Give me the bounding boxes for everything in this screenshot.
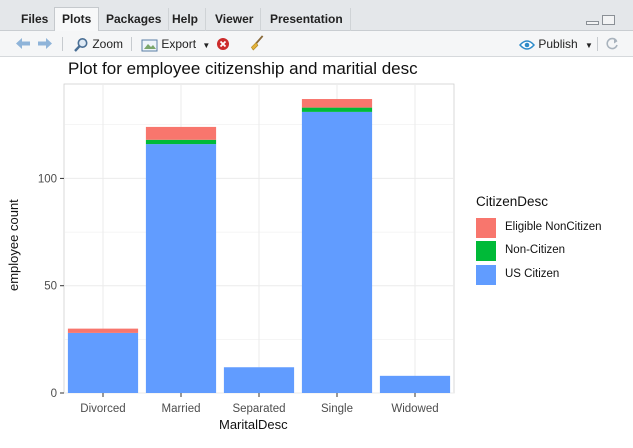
bar-us-citizen-single <box>301 111 373 394</box>
publish-label: Publish <box>538 37 578 51</box>
toolbar-divider <box>131 37 132 51</box>
x-tick-label: Single <box>321 403 353 415</box>
bar-us-citizen-widowed <box>379 375 451 393</box>
clear-all-broom-icon[interactable] <box>249 35 265 51</box>
bars <box>67 99 451 394</box>
bar-non-citizen-single <box>301 107 373 112</box>
tab-presentation[interactable]: Presentation <box>263 8 351 31</box>
x-tick-label: Widowed <box>391 403 438 415</box>
bar-eligible-noncitizen-married <box>145 126 217 140</box>
x-tick-label: Married <box>162 403 201 415</box>
legend-title: CitizenDesc <box>476 194 549 209</box>
zoom-magnifier-icon <box>74 37 88 52</box>
tab-viewer[interactable]: Viewer <box>208 8 262 31</box>
x-tick-label: Divorced <box>80 403 125 415</box>
legend-key-us-citizen <box>476 265 496 285</box>
tab-plots[interactable]: Plots <box>54 7 100 32</box>
zoom-label: Zoom <box>92 37 124 51</box>
tab-files[interactable]: Files <box>14 8 57 31</box>
bar-us-citizen-divorced <box>67 332 139 393</box>
y-tick-label: 100 <box>38 173 57 185</box>
toolbar-divider <box>62 37 63 51</box>
y-axis-label: employee count <box>6 198 21 291</box>
publish-menu-button[interactable]: Publish ▼ <box>519 36 593 52</box>
legend-label: US Citizen <box>505 268 560 280</box>
chart-title: Plot for employee citizenship and mariti… <box>68 59 418 78</box>
dropdown-caret-icon: ▼ <box>202 41 211 50</box>
x-axis-label: MaritalDesc <box>219 417 288 432</box>
axis-ticks: 0 50 100 Divorced Married Separated Single Wido… <box>38 173 439 415</box>
y-tick-label: 50 <box>44 281 57 293</box>
bar-eligible-noncitizen-divorced <box>67 328 139 333</box>
legend-key-non-citizen <box>476 241 496 261</box>
publish-eye-icon <box>519 40 535 50</box>
remove-plot-icon[interactable] <box>216 36 230 52</box>
zoom-button[interactable]: Zoom <box>73 36 123 52</box>
refresh-icon[interactable] <box>605 36 619 52</box>
legend-key-eligible-noncitizen <box>476 218 496 238</box>
legend-label: Eligible NonCitizen <box>505 221 602 233</box>
bar-eligible-noncitizen-single <box>301 99 373 108</box>
export-menu-button[interactable]: Export ▼ <box>141 36 210 52</box>
dropdown-caret-icon: ▼ <box>585 41 593 50</box>
back-arrow-icon[interactable] <box>16 38 30 49</box>
tab-packages[interactable]: Packages <box>99 8 170 31</box>
pane-tab-bar: Files Plots Packages Help Viewer Present… <box>0 0 633 32</box>
plots-toolbar: Zoom Export ▼ Publish ▼ <box>0 31 633 57</box>
toolbar-divider <box>597 37 598 51</box>
tab-help[interactable]: Help <box>165 8 207 31</box>
forward-arrow-icon[interactable] <box>38 38 52 49</box>
bar-non-citizen-married <box>145 139 217 145</box>
y-tick-label: 0 <box>51 388 57 400</box>
maximize-pane-icon[interactable] <box>602 15 615 25</box>
stacked-bar-chart: 0 50 100 Divorced Married Separated Single Wido… <box>38 83 455 415</box>
export-image-icon <box>141 39 158 52</box>
plot-viewer: Plot for employee citizenship and mariti… <box>0 57 633 448</box>
bar-us-citizen-married <box>145 144 217 393</box>
export-label: Export <box>161 37 197 51</box>
x-tick-label: Separated <box>232 403 285 415</box>
bar-us-citizen-separated <box>223 367 295 393</box>
legend-label: Non-Citizen <box>505 244 566 256</box>
minimize-pane-icon[interactable] <box>586 21 599 25</box>
